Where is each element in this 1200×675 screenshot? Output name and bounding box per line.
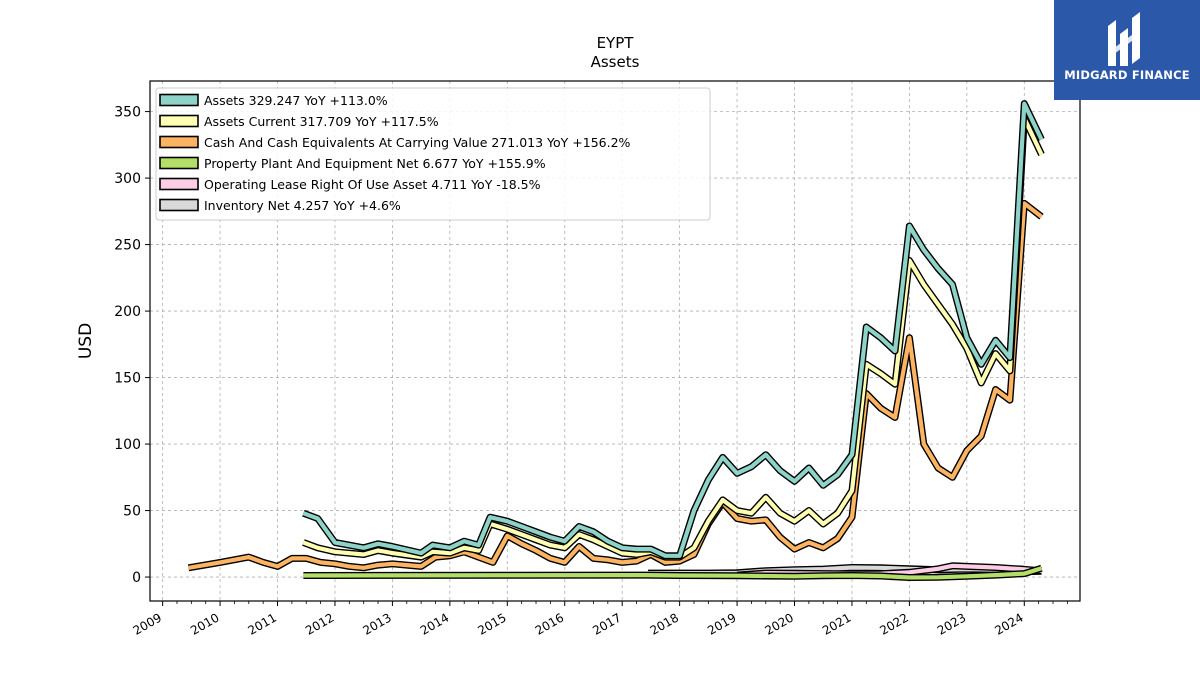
legend-label: Assets Current 317.709 YoY +117.5% (204, 114, 439, 129)
series-property-plant-and-equipment-net (303, 564, 1043, 581)
series-assets (302, 100, 1045, 560)
legend-swatch (159, 114, 199, 128)
brand-name: MIDGARD FINANCE (1064, 68, 1190, 82)
x-tick-label: 2021 (820, 610, 853, 637)
series-line-outline (187, 199, 1044, 572)
brand-mark-icon (1108, 12, 1140, 66)
y-tick-label: 0 (132, 570, 141, 586)
x-tick-label: 2022 (877, 610, 910, 637)
x-tick-label: 2017 (590, 610, 623, 637)
x-tick-label: 2014 (418, 610, 451, 637)
x-tick-label: 2024 (992, 610, 1025, 637)
y-tick-label: 100 (114, 437, 141, 453)
x-tick-label: 2011 (246, 610, 279, 637)
legend-swatch (159, 177, 199, 191)
x-tick-label: 2015 (475, 610, 508, 637)
legend-label: Operating Lease Right Of Use Asset 4.711… (204, 177, 541, 192)
series-line (302, 116, 1044, 560)
series-lines (187, 100, 1045, 581)
series-line (188, 201, 1043, 570)
series-line (302, 101, 1044, 558)
legend-swatch (159, 135, 199, 149)
x-tick-label: 2009 (131, 610, 164, 637)
legend-box (155, 87, 711, 221)
x-tick-label: 2020 (763, 610, 796, 637)
legend-label: Property Plant And Equipment Net 6.677 Y… (204, 156, 546, 171)
series-assets-current (302, 114, 1045, 561)
plot-frame (149, 80, 1081, 602)
series-line (303, 566, 1043, 580)
legend-label: Inventory Net 4.257 YoY +4.6% (204, 198, 401, 213)
legend-swatch (159, 156, 199, 170)
y-tick-label: 300 (114, 171, 141, 187)
x-tick-label: 2019 (705, 610, 738, 637)
legend: Assets 329.247 YoY +113.0% Assets Current… (155, 87, 711, 221)
x-tick-label: 2010 (188, 610, 221, 637)
x-tick-label: 2016 (533, 610, 566, 637)
y-tick-label: 200 (114, 304, 141, 320)
y-tick-label: 350 (114, 105, 141, 121)
y-tick-label: 250 (114, 238, 141, 254)
legend-swatch (159, 93, 199, 107)
y-axis-label: USD (76, 323, 96, 359)
x-tick-label: 2013 (360, 610, 393, 637)
x-tick-label: 2018 (648, 610, 681, 637)
chart-subtitle: Assets (591, 53, 640, 71)
brand-logo: MIDGARD FINANCE (1054, 0, 1200, 100)
legend-label: Cash And Cash Equivalents At Carrying Va… (204, 135, 631, 150)
legend-label: Assets 329.247 YoY +113.0% (204, 93, 388, 108)
chart-title: EYPT (597, 34, 635, 52)
x-tick-label: 2023 (935, 610, 968, 637)
y-tick-label: 50 (123, 504, 141, 520)
y-tick-label: 150 (114, 371, 141, 387)
legend-swatch (159, 198, 199, 212)
series-cash-and-cash-equivalents-at-carrying-value (187, 199, 1044, 572)
x-tick-label: 2012 (303, 610, 336, 637)
